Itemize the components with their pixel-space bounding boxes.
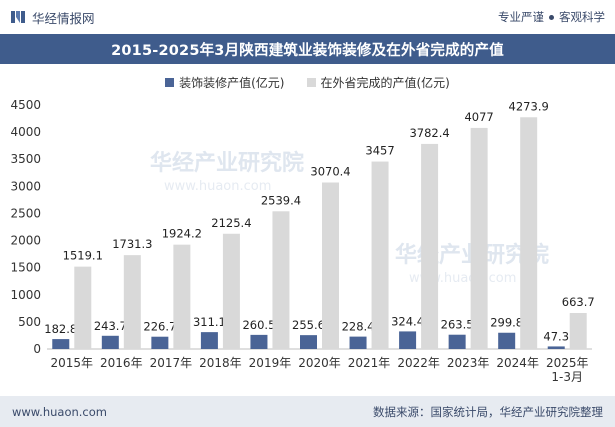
bar-series1 [151, 336, 169, 349]
x-tick-label: 2016年 [100, 356, 143, 370]
data-label-series1: 260.5 [242, 318, 275, 332]
bar-series2 [371, 161, 389, 349]
x-tick-label: 2017年 [150, 356, 193, 370]
y-tick-label: 500 [18, 315, 41, 329]
data-label-series2: 1519.1 [63, 249, 103, 263]
tagline-2: 客观科学 [559, 10, 605, 24]
y-tick-label: 0 [33, 342, 41, 356]
footer-website[interactable]: www.huaon.com [12, 404, 107, 419]
bar-series2 [123, 255, 141, 349]
bar-series1 [300, 335, 317, 349]
brand: 华经情报网 [10, 8, 95, 27]
bar-series1 [498, 332, 516, 349]
x-tick-label: 2019年 [249, 356, 292, 370]
data-label-series1: 299.8 [490, 316, 523, 330]
data-label-series2: 3070.4 [310, 165, 350, 179]
tagline: 专业严谨 客观科学 [498, 9, 605, 25]
chart-title: 2015-2025年3月陕西建筑业装饰装修及在外省完成的产值 [0, 34, 615, 64]
y-tick-label: 3500 [10, 152, 41, 166]
data-label-series2: 663.7 [562, 295, 595, 309]
y-tick-label: 3000 [10, 179, 41, 193]
x-tick-label: 2015年 [50, 356, 93, 370]
bar-series2 [470, 127, 488, 349]
bar-series1 [200, 332, 218, 349]
y-tick-label: 1500 [10, 261, 41, 275]
data-label-series2: 4273.9 [509, 99, 549, 113]
legend-label-series1: 装饰装修产值(亿元) [179, 75, 285, 90]
data-label-series1: 243.7 [94, 319, 127, 333]
x-tick-label: 2025年 [546, 356, 589, 370]
y-tick-label: 4500 [10, 98, 41, 112]
footer: www.huaon.com 数据来源：国家统计局，华经产业研究院整理 [0, 396, 615, 427]
data-label-series2: 2125.4 [211, 216, 251, 230]
y-tick-label: 2000 [10, 234, 41, 248]
y-tick-label: 4000 [10, 125, 41, 139]
watermark-text: 华经产业研究院 [150, 150, 304, 176]
data-label-series1: 226.7 [143, 320, 176, 334]
bar-series2 [272, 211, 290, 349]
bar-series2 [74, 266, 92, 349]
watermark-url: www.huaon.com [164, 179, 271, 194]
footer-source: 数据来源：国家统计局，华经产业研究院整理 [373, 404, 603, 419]
data-label-series2: 1924.2 [162, 227, 202, 241]
x-tick-label: 2022年 [397, 356, 440, 370]
bar-series1 [349, 336, 367, 349]
bar-series1 [399, 331, 417, 349]
legend-item-series2: 在外省完成的产值(亿元) [306, 74, 450, 91]
y-tick-label: 2500 [10, 206, 41, 220]
data-label-series1: 311.1 [193, 315, 226, 329]
data-label-series1: 255.6 [292, 318, 325, 332]
data-label-series2: 3782.4 [409, 126, 449, 140]
y-tick-label: 1000 [10, 288, 41, 302]
data-label-series2: 1731.3 [112, 237, 152, 251]
chart-plot: 华经产业研究院www.huaon.com华经产业研究院www.huaon.com… [10, 98, 595, 384]
x-tick-label: 2024年 [496, 356, 539, 370]
brand-logo-icon [11, 11, 25, 23]
x-tick-label: 2018年 [199, 356, 242, 370]
bar-series2 [222, 233, 240, 349]
bar-series1 [52, 339, 70, 349]
top-bar: 华经情报网 专业严谨 客观科学 [0, 0, 615, 34]
data-label-series1: 324.4 [391, 314, 424, 328]
legend-label-series2: 在外省完成的产值(亿元) [320, 75, 450, 90]
x-tick-label: 1-3月 [551, 370, 583, 384]
bar-series1 [250, 334, 268, 349]
legend-swatch-series1 [165, 77, 175, 87]
data-label-series2: 3457 [365, 144, 394, 158]
legend-swatch-series2 [306, 77, 316, 87]
data-label-series1: 47.3 [543, 329, 569, 343]
data-label-series2: 4077 [464, 110, 493, 124]
bar-series2 [520, 117, 538, 349]
data-label-series1: 263.5 [441, 318, 474, 332]
bar-series1 [101, 335, 119, 349]
bar-series2 [322, 182, 339, 349]
data-label-series2: 2539.4 [261, 193, 301, 207]
bar-series2 [569, 313, 587, 349]
bar-series1 [448, 334, 466, 349]
legend-item-series1: 装饰装修产值(亿元) [165, 74, 285, 91]
bar-series2 [421, 143, 439, 349]
bar-series1 [547, 346, 565, 349]
data-label-series1: 228.4 [342, 320, 375, 334]
chart-legend: 装饰装修产值(亿元) 在外省完成的产值(亿元) [0, 72, 615, 92]
brand-name: 华经情报网 [32, 10, 95, 26]
x-tick-label: 2023年 [447, 356, 490, 370]
bar-series2 [173, 244, 191, 349]
tagline-1: 专业严谨 [498, 10, 544, 24]
x-tick-label: 2021年 [348, 356, 391, 370]
data-label-series1: 182.8 [44, 322, 77, 336]
tagline-separator [549, 14, 554, 20]
x-tick-label: 2020年 [298, 356, 341, 370]
